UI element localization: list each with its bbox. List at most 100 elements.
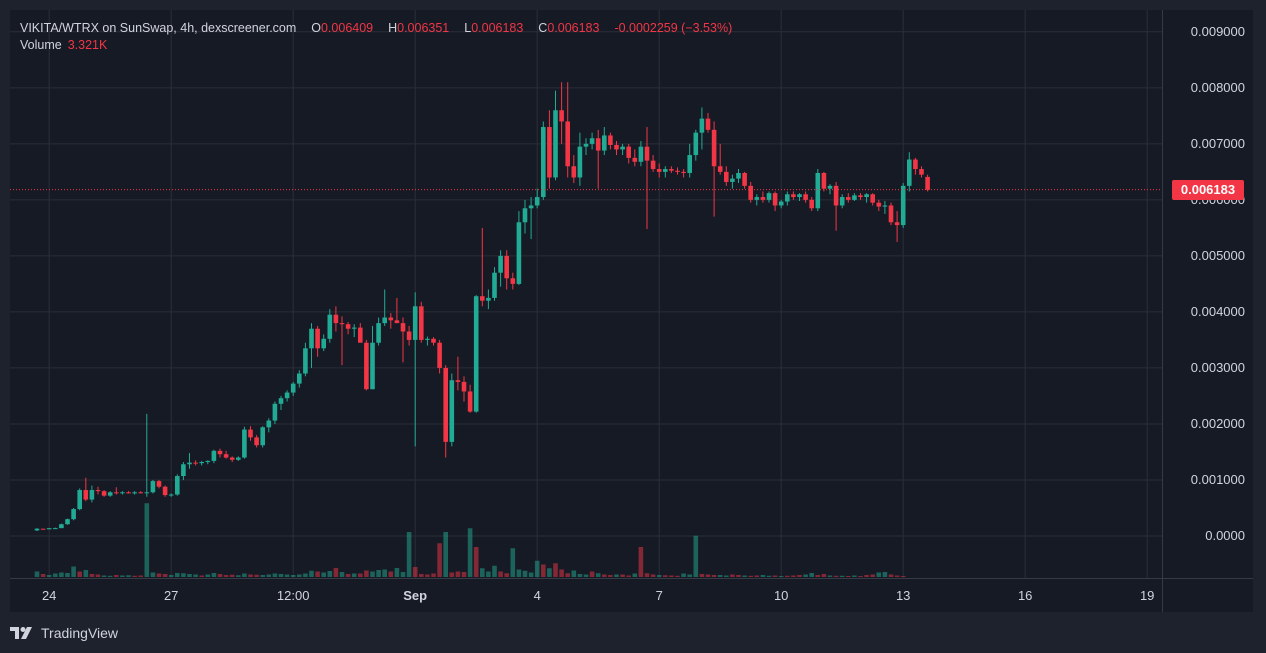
- candle-body: [894, 222, 900, 226]
- candle-body: [663, 169, 668, 172]
- volume-bar: [528, 572, 534, 577]
- candle-body: [370, 342, 375, 390]
- tradingview-logo-icon: [10, 627, 32, 639]
- volume-bar: [199, 575, 204, 577]
- volume-bar: [571, 570, 577, 577]
- legend-open-key: O: [311, 21, 321, 35]
- candle-body: [608, 135, 613, 145]
- volume-bar: [778, 576, 784, 577]
- candle-body: [40, 528, 46, 530]
- volume-bar: [730, 574, 735, 577]
- candle-body: [461, 381, 467, 392]
- chart-area[interactable]: 0.0000 0.001000 0.002000 0.003000 0.004000 0.…: [10, 10, 1253, 612]
- volume-bar: [345, 574, 351, 577]
- candle-body: [455, 380, 461, 382]
- candle-body: [181, 464, 186, 477]
- volume-bar: [870, 574, 875, 577]
- volume-legend-label: Volume: [20, 38, 62, 52]
- tradingview-branding[interactable]: TradingView: [10, 625, 118, 641]
- volume-bar: [760, 575, 766, 577]
- volume-bar: [766, 575, 772, 577]
- candle-body: [229, 457, 235, 460]
- volume-bar: [95, 574, 101, 577]
- legend-low-key: L: [464, 21, 472, 35]
- volume-bar: [278, 574, 284, 577]
- candle-body: [339, 323, 345, 325]
- volume-bar: [242, 573, 247, 577]
- volume-bar: [150, 572, 156, 577]
- candle-body: [236, 457, 241, 460]
- candle-body: [65, 519, 70, 525]
- candle-body: [364, 342, 369, 390]
- volume-bar: [534, 560, 540, 577]
- volume-bar: [473, 547, 479, 577]
- candle-body: [821, 172, 827, 189]
- candle-body: [791, 194, 796, 198]
- volume-bar: [400, 572, 406, 577]
- volume-bar: [602, 574, 607, 577]
- volume-bar: [504, 573, 509, 577]
- candle-body: [394, 320, 400, 324]
- volume-bar: [827, 575, 833, 577]
- volume-bar: [510, 548, 516, 577]
- chart-legend: VIKITA/WTRX on SunSwap, 4h, dexscreener.…: [20, 19, 732, 37]
- candle-body: [748, 185, 753, 200]
- volume-bar: [699, 574, 705, 577]
- volume-bar: [120, 575, 125, 577]
- candle-body: [443, 367, 448, 442]
- volume-bar: [181, 573, 186, 577]
- y-tick-label: 0.007000: [1191, 136, 1245, 151]
- candle-body: [199, 462, 204, 464]
- volume-bar: [211, 573, 217, 577]
- volume-bar: [724, 575, 729, 577]
- candlestick-chart[interactable]: 0.0000 0.001000 0.002000 0.003000 0.004000 0.…: [10, 10, 1253, 612]
- candle-body: [760, 197, 766, 200]
- volume-bar: [53, 573, 58, 577]
- volume-bar: [516, 569, 522, 577]
- volume-bar: [138, 575, 143, 577]
- volume-bar: [107, 575, 113, 577]
- candle-body: [675, 170, 680, 172]
- candle-body: [333, 314, 339, 324]
- candle-body: [736, 172, 741, 179]
- x-tick-label: 16: [1018, 588, 1032, 603]
- volume-bar: [888, 574, 894, 577]
- candle-body: [132, 492, 137, 494]
- candle-body: [351, 327, 357, 329]
- volume-bar: [620, 574, 625, 577]
- volume-bar: [315, 571, 320, 577]
- candle-body: [266, 420, 272, 428]
- volume-bar: [419, 574, 424, 577]
- candle-body: [205, 460, 211, 463]
- candle-body: [480, 296, 485, 301]
- volume-bar: [290, 575, 296, 577]
- legend-open-value: 0.006409: [320, 21, 374, 35]
- volume-bar: [833, 575, 839, 577]
- volume-bar: [394, 568, 400, 577]
- candle-body: [589, 138, 595, 144]
- candle-body: [107, 492, 113, 496]
- legend-close-value: 0.006183: [547, 21, 600, 35]
- candle-body: [504, 255, 509, 279]
- volume-bar: [547, 568, 552, 577]
- volume-bar: [705, 574, 711, 577]
- volume-bar: [858, 576, 863, 577]
- candle-body: [187, 462, 192, 465]
- candle-body: [498, 255, 503, 273]
- volume-bar: [443, 532, 448, 577]
- volume-bar: [742, 575, 747, 577]
- volume-bar: [89, 574, 95, 577]
- legend-high-value: 0.006351: [397, 21, 450, 35]
- candle-body: [376, 323, 381, 343]
- candle-body: [162, 486, 168, 496]
- volume-bar: [284, 574, 290, 577]
- candle-body: [473, 296, 479, 412]
- volume-bar: [351, 573, 357, 577]
- candle-body: [638, 146, 644, 162]
- volume-bar: [40, 574, 46, 577]
- candle-body: [321, 338, 326, 349]
- candle-body: [699, 118, 705, 133]
- volume-bar: [650, 574, 656, 577]
- volume-bar: [656, 575, 662, 577]
- candle-body: [620, 146, 625, 150]
